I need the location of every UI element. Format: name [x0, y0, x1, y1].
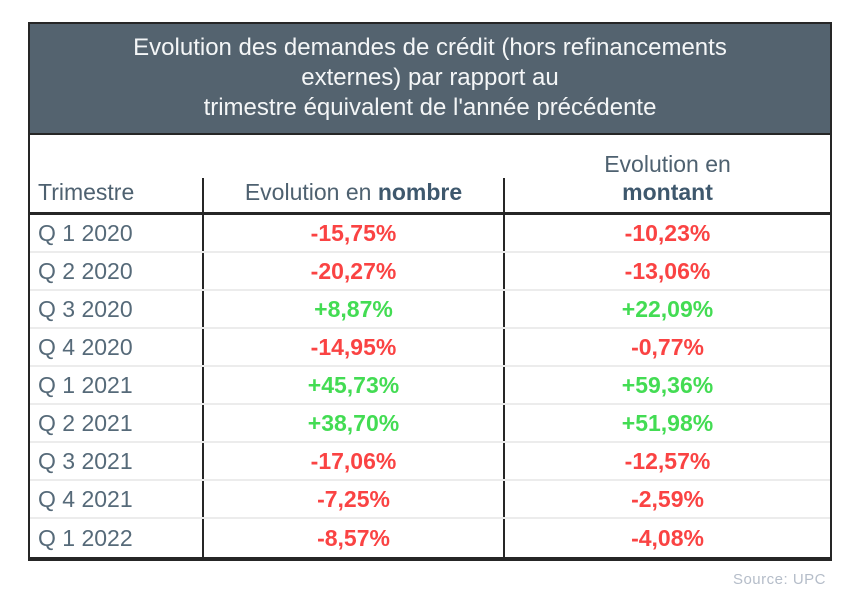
table-title-line2: externes) par rapport au [301, 64, 559, 91]
row-trimestre: Q 2 2020 [38, 257, 133, 284]
column-header-nombre: Evolution en nombre [202, 178, 505, 212]
row-trimestre: Q 3 2020 [38, 295, 133, 322]
table-row: Q 1 2020 -15,75% -10,23% [30, 215, 830, 253]
row-montant-value: -12,57% [624, 447, 711, 474]
row-nombre-value: -8,57% [202, 519, 505, 557]
table-row: Q 1 2021 +45,73% +59,36% [30, 367, 830, 405]
table-header-row: Trimestre Evolution en nombre Evolution … [30, 135, 830, 215]
table-row: Q 4 2021 -7,25% -2,59% [30, 481, 830, 519]
table-row: Q 2 2020 -20,27% -13,06% [30, 253, 830, 291]
row-montant-value: -2,59% [631, 485, 704, 512]
column-header-montant-prefix: Evolution en [604, 151, 731, 177]
row-trimestre: Q 4 2020 [38, 333, 133, 360]
column-header-nombre-bold: nombre [377, 179, 463, 205]
table-row: Q 3 2020 +8,87% +22,09% [30, 291, 830, 329]
credit-evolution-table: Evolution des demandes de crédit (hors r… [28, 22, 832, 561]
table-row: Q 4 2020 -14,95% -0,77% [30, 329, 830, 367]
row-trimestre: Q 3 2021 [38, 447, 133, 474]
row-montant-value: -10,23% [624, 219, 711, 246]
row-trimestre: Q 1 2020 [38, 219, 133, 246]
row-nombre-value: -7,25% [202, 481, 505, 517]
table-title-line3: trimestre équivalent de l'année précéden… [203, 94, 657, 121]
row-trimestre: Q 4 2021 [38, 485, 133, 512]
row-nombre-value: +45,73% [202, 367, 505, 403]
row-nombre-value: -17,06% [202, 443, 505, 479]
row-montant-value: -4,08% [631, 524, 704, 551]
row-trimestre: Q 1 2022 [38, 524, 133, 551]
row-montant-value: -13,06% [624, 257, 711, 284]
row-montant-value: +51,98% [621, 409, 714, 436]
table-title-line1: Evolution des demandes de crédit (hors r… [133, 34, 727, 61]
row-montant-value: +22,09% [621, 295, 714, 322]
source-attribution: Source: UPC [732, 571, 826, 588]
row-montant-value: +59,36% [621, 371, 714, 398]
row-trimestre: Q 1 2021 [38, 371, 133, 398]
table-row: Q 2 2021 +38,70% +51,98% [30, 405, 830, 443]
table-row: Q 3 2021 -17,06% -12,57% [30, 443, 830, 481]
row-nombre-value: +38,70% [202, 405, 505, 441]
row-nombre-value: -14,95% [202, 329, 505, 365]
table-row: Q 1 2022 -8,57% -4,08% [30, 519, 830, 557]
column-header-trimestre: Trimestre [38, 179, 135, 205]
column-header-nombre-prefix: Evolution en [244, 179, 378, 205]
row-nombre-value: -15,75% [202, 215, 505, 251]
row-trimestre: Q 2 2021 [38, 409, 133, 436]
column-header-montant: Evolution en montant [505, 150, 830, 212]
table-title: Evolution des demandes de crédit (hors r… [30, 24, 830, 135]
column-header-montant-bold: montant [622, 179, 713, 205]
row-nombre-value: -20,27% [202, 253, 505, 289]
row-montant-value: -0,77% [631, 333, 704, 360]
row-nombre-value: +8,87% [202, 291, 505, 327]
